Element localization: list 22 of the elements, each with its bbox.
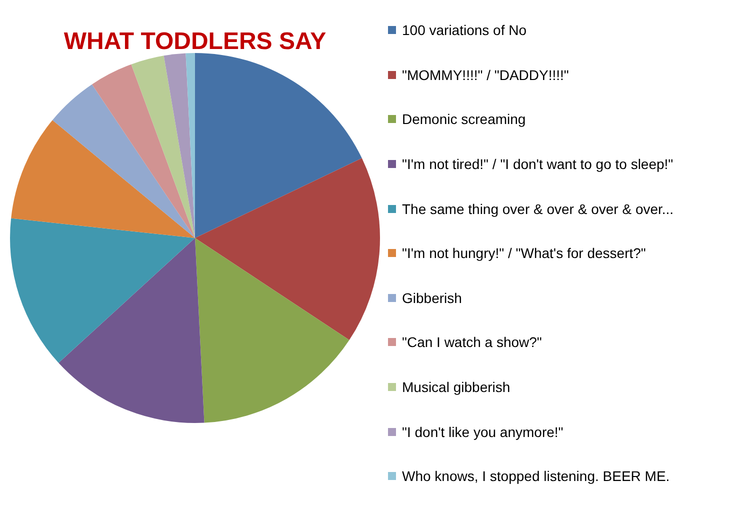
legend-label: 100 variations of No	[402, 22, 527, 38]
legend-label: The same thing over & over & over & over...	[402, 200, 674, 217]
pie-slice	[195, 53, 362, 238]
legend-label: "MOMMY!!!!" / "DADDY!!!!"	[402, 66, 569, 83]
pie-slice	[52, 84, 195, 238]
legend-label: "I'm not tired!" / "I don't want to go to sleep!"	[402, 156, 674, 172]
legend-label: "I don't like you anymore!"	[402, 424, 564, 440]
pie-slice	[58, 238, 204, 423]
pie-slice	[131, 56, 195, 238]
legend-label: Demonic screaming	[402, 111, 526, 128]
pie-slice	[164, 53, 195, 238]
chart-title: WHAT TODDLERS SAY	[62, 28, 328, 56]
legend-label: Who knows, I stopped listening. BEER ME.	[402, 468, 670, 484]
pie-slice	[92, 64, 195, 238]
legend-label: "I'm not hungry!" / "What's for dessert?"	[402, 245, 646, 262]
legend-label: Gibberish	[402, 290, 462, 306]
legend-label: Musical gibberish	[402, 379, 510, 396]
pie-slice	[195, 238, 350, 423]
legend-label: "Can I watch a show?"	[402, 334, 542, 350]
pie-slice	[11, 120, 195, 238]
pie-slice	[195, 158, 380, 340]
pie-slice	[10, 218, 195, 363]
